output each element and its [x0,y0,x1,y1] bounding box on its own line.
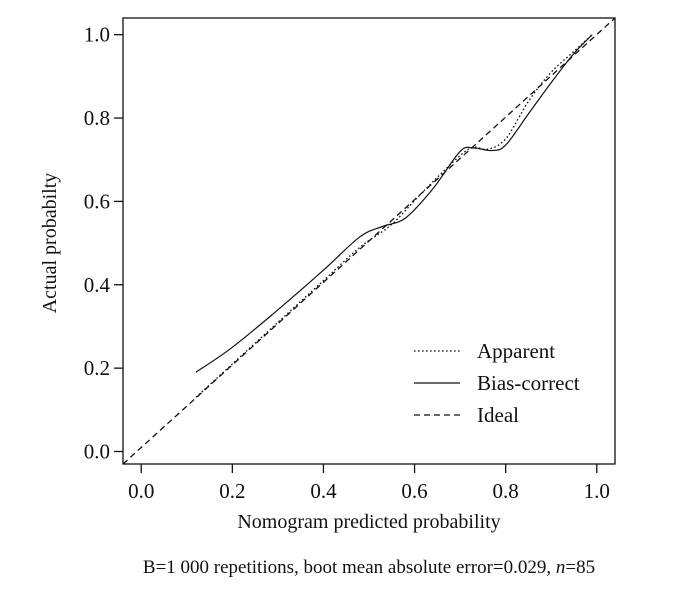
y-tick-label: 0.0 [84,439,110,463]
plot-frame [122,17,616,465]
caption-prefix: B=1 000 repetitions, boot mean absolute … [143,557,556,578]
x-tick-label: 0.8 [493,479,519,503]
y-tick-label: 0.4 [84,273,111,297]
x-tick-label: 0.2 [219,479,245,503]
y-tick-label: 0.6 [84,189,110,213]
y-axis: 0.0 0.2 0.4 0.6 0.8 1.0 [84,23,123,463]
y-tick-label: 0.2 [84,356,110,380]
x-axis: 0.0 0.2 0.4 0.6 0.8 1.0 [128,464,610,503]
x-axis-title: Nomogram predicted probability [237,511,500,533]
caption-n-value: =85 [565,557,595,578]
y-axis-title: Actual probabilty [39,173,61,314]
legend-label-ideal: Ideal [477,403,519,427]
plot-border [122,17,616,465]
series-line-apparent [195,34,593,398]
x-tick-label: 0.0 [128,479,154,503]
series-line-ideal [122,17,616,465]
legend-label-bias-correct: Bias-correct [477,371,580,395]
x-tick-label: 0.4 [310,479,337,503]
x-tick-label: 0.6 [401,479,427,503]
chart-caption: B=1 000 repetitions, boot mean absolute … [143,557,595,578]
y-tick-label: 1.0 [84,23,110,47]
series-layer [122,17,616,465]
legend: Apparent Bias-correct Ideal [414,339,580,427]
caption-n-symbol: n [556,557,566,578]
legend-label-apparent: Apparent [477,339,555,363]
x-tick-label: 1.0 [584,479,610,503]
y-tick-label: 0.8 [84,106,110,130]
series-line-bias-correct [195,34,593,373]
